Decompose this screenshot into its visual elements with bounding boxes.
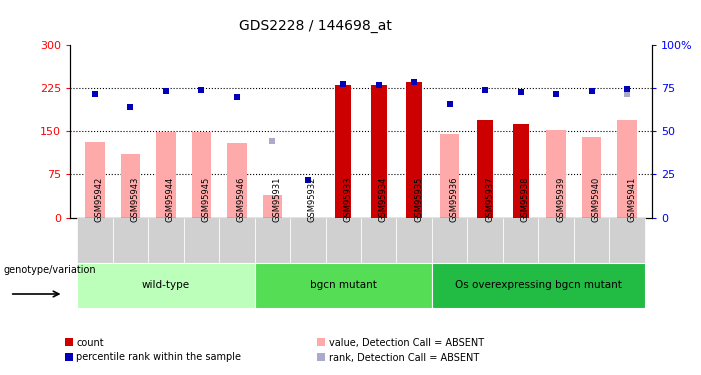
Text: GSM95931: GSM95931 [272,177,281,222]
Bar [574,217,609,262]
Bar [477,120,494,218]
Text: GSM95938: GSM95938 [521,177,530,222]
Bar [219,217,254,262]
Text: genotype/variation: genotype/variation [4,265,96,275]
Bar [254,262,432,308]
Text: GSM95933: GSM95933 [343,177,353,222]
Text: GSM95940: GSM95940 [592,177,601,222]
Bar [254,217,290,262]
Bar [263,195,282,217]
Bar [86,142,104,218]
Bar [440,134,459,218]
Bar [432,217,468,262]
Text: GSM95944: GSM95944 [166,177,175,222]
Bar [582,137,601,218]
Bar [407,82,422,218]
Text: GSM95939: GSM95939 [556,177,565,222]
Bar [361,217,397,262]
Bar [325,217,361,262]
Bar [184,217,219,262]
Text: GSM95935: GSM95935 [414,177,423,222]
Legend: value, Detection Call = ABSENT, rank, Detection Call = ABSENT: value, Detection Call = ABSENT, rank, De… [313,334,488,366]
Bar [397,217,432,262]
Text: GSM95932: GSM95932 [308,177,317,222]
Bar [432,262,645,308]
Bar [609,217,645,262]
Text: wild-type: wild-type [142,280,190,290]
Bar [77,262,254,308]
Text: Os overexpressing bgcn mutant: Os overexpressing bgcn mutant [455,280,622,290]
Text: GSM95943: GSM95943 [130,177,139,222]
Bar [156,132,176,218]
Bar [290,217,325,262]
Bar [503,217,538,262]
Bar [148,217,184,262]
Bar [546,130,566,218]
Text: bgcn mutant: bgcn mutant [310,280,376,290]
Bar [618,120,637,218]
Text: GSM95936: GSM95936 [450,177,458,222]
Bar [468,217,503,262]
Bar [512,124,529,218]
Text: GSM95945: GSM95945 [201,177,210,222]
Text: GSM95934: GSM95934 [379,177,388,222]
Bar [77,217,113,262]
Bar [371,85,387,218]
Bar [191,132,211,218]
Bar [335,85,351,218]
Bar [121,154,140,218]
Text: GSM95941: GSM95941 [627,177,636,222]
Text: GSM95937: GSM95937 [485,177,494,222]
Text: GDS2228 / 144698_at: GDS2228 / 144698_at [239,19,392,33]
Text: GSM95946: GSM95946 [237,177,246,222]
Bar [113,217,148,262]
Bar [227,143,247,218]
Legend: count, percentile rank within the sample: count, percentile rank within the sample [61,334,245,366]
Text: GSM95942: GSM95942 [95,177,104,222]
Bar [538,217,574,262]
